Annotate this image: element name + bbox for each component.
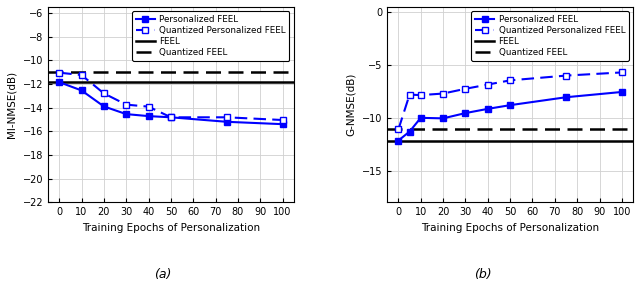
Quantized Personalized FEEL bbox=[461, 87, 469, 90]
Personalized FEEL bbox=[77, 89, 85, 92]
Personalized FEEL bbox=[484, 107, 492, 110]
Personalized FEEL bbox=[562, 96, 570, 99]
Personalized FEEL bbox=[406, 130, 413, 133]
X-axis label: Training Epochs of Personalization: Training Epochs of Personalization bbox=[82, 223, 260, 233]
Line: Personalized FEEL: Personalized FEEL bbox=[56, 79, 286, 127]
Personalized FEEL bbox=[145, 114, 152, 118]
Quantized Personalized FEEL bbox=[395, 128, 403, 131]
Quantized Personalized FEEL bbox=[562, 74, 570, 77]
Personalized FEEL bbox=[223, 120, 230, 123]
Personalized FEEL bbox=[439, 117, 447, 120]
Line: Quantized Personalized FEEL: Quantized Personalized FEEL bbox=[56, 69, 286, 123]
Personalized FEEL bbox=[122, 112, 130, 116]
Quantized Personalized FEEL bbox=[55, 71, 63, 74]
Personalized FEEL bbox=[506, 103, 514, 107]
Quantized Personalized FEEL bbox=[223, 115, 230, 119]
Quantized Personalized FEEL bbox=[77, 73, 85, 77]
Personalized FEEL bbox=[167, 115, 175, 119]
Quantized Personalized FEEL bbox=[122, 103, 130, 106]
Personalized FEEL bbox=[461, 111, 469, 115]
Text: (b): (b) bbox=[474, 268, 492, 281]
Line: Personalized FEEL: Personalized FEEL bbox=[396, 89, 625, 144]
Quantized Personalized FEEL bbox=[100, 92, 108, 95]
Quantized Personalized FEEL bbox=[618, 71, 626, 74]
Personalized FEEL bbox=[618, 90, 626, 94]
Y-axis label: G-NMSE(dB): G-NMSE(dB) bbox=[346, 73, 356, 136]
Quantized Personalized FEEL bbox=[417, 94, 424, 97]
Quantized Personalized FEEL bbox=[406, 93, 413, 96]
Personalized FEEL bbox=[100, 105, 108, 108]
Personalized FEEL bbox=[395, 139, 403, 142]
Quantized Personalized FEEL bbox=[167, 115, 175, 119]
Y-axis label: MI-NMSE(dB): MI-NMSE(dB) bbox=[7, 71, 17, 138]
Personalized FEEL bbox=[55, 80, 63, 84]
Legend: Personalized FEEL, Quantized Personalized FEEL, FEEL, Quantized FEEL: Personalized FEEL, Quantized Personalize… bbox=[472, 11, 628, 61]
Quantized Personalized FEEL bbox=[145, 105, 152, 108]
Quantized Personalized FEEL bbox=[439, 92, 447, 95]
Quantized Personalized FEEL bbox=[279, 118, 287, 122]
Text: (a): (a) bbox=[154, 268, 172, 281]
Line: Quantized Personalized FEEL: Quantized Personalized FEEL bbox=[396, 69, 625, 133]
Legend: Personalized FEEL, Quantized Personalized FEEL, FEEL, Quantized FEEL: Personalized FEEL, Quantized Personalize… bbox=[132, 11, 289, 61]
X-axis label: Training Epochs of Personalization: Training Epochs of Personalization bbox=[421, 223, 599, 233]
Personalized FEEL bbox=[279, 123, 287, 126]
Personalized FEEL bbox=[417, 116, 424, 119]
Quantized Personalized FEEL bbox=[506, 79, 514, 82]
Quantized Personalized FEEL bbox=[484, 83, 492, 86]
